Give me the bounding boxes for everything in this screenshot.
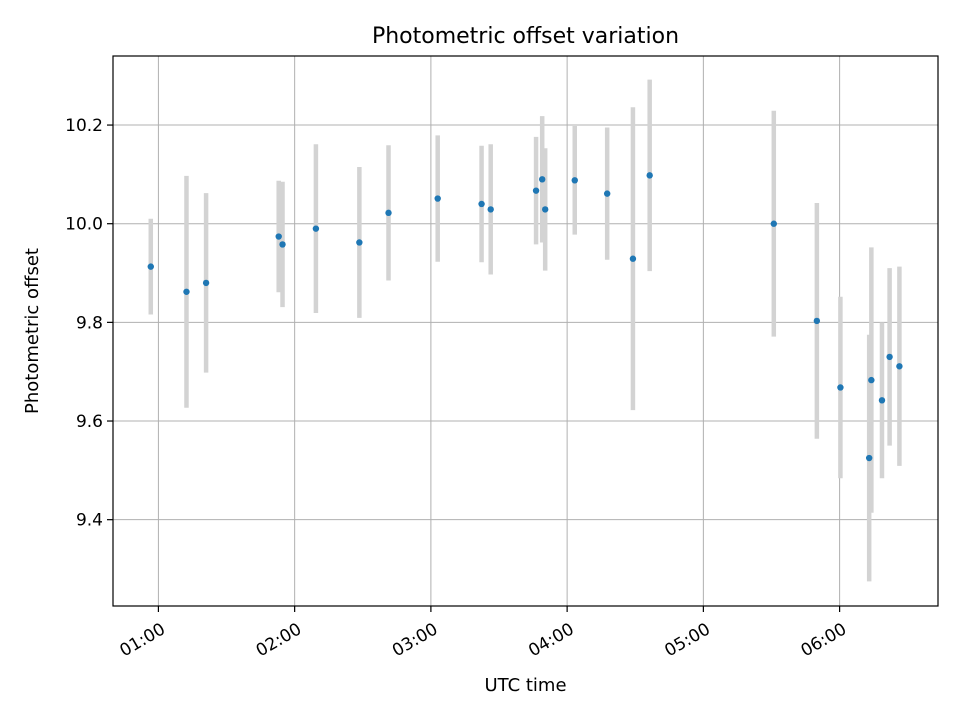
plot-frame (112, 55, 939, 607)
data-point (385, 209, 392, 217)
data-point (603, 190, 611, 197)
data-point (538, 176, 546, 183)
grid (113, 56, 938, 606)
data-point (147, 263, 154, 270)
data-point (770, 220, 778, 227)
data-point (275, 233, 282, 240)
data-point (183, 288, 190, 295)
data-point (571, 177, 578, 184)
data-point (541, 206, 549, 213)
data-point (896, 363, 903, 370)
data-point (356, 239, 363, 246)
data-point (279, 241, 286, 248)
y-tick-label: 9.6 (76, 412, 103, 432)
data-point (532, 187, 540, 194)
data-point (646, 172, 653, 179)
data-points (147, 172, 903, 462)
chart-title: Photometric offset variation (372, 24, 679, 49)
data-point (629, 255, 637, 262)
data-point (434, 195, 441, 202)
y-tick-label: 9.4 (76, 511, 103, 531)
y-axis-label: Photometric offset (22, 248, 43, 414)
data-point (202, 279, 210, 287)
data-point (487, 206, 494, 213)
data-point (878, 397, 886, 404)
y-tick-label: 10.2 (65, 116, 103, 136)
data-point (478, 200, 485, 208)
data-point (868, 376, 875, 384)
x-axis-label: UTC time (484, 675, 566, 696)
data-point (312, 225, 320, 232)
data-point (813, 317, 821, 325)
data-point (865, 454, 873, 462)
y-tick-label: 9.8 (76, 313, 103, 333)
data-point (837, 384, 844, 391)
data-point (886, 353, 893, 361)
y-tick-label: 10.0 (65, 215, 103, 235)
plot-area (113, 56, 938, 606)
